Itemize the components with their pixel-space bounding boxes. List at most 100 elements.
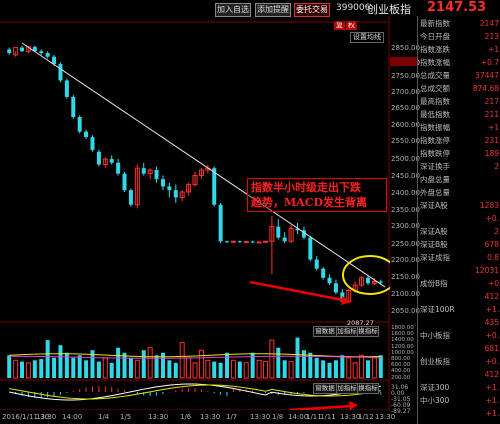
low-price-label: 2087.27 bbox=[347, 319, 374, 327]
index-code: 399006 bbox=[336, 3, 371, 13]
time-tick-label: 1/6 bbox=[180, 413, 192, 421]
volume-bar bbox=[52, 357, 57, 378]
volume-bar bbox=[147, 347, 153, 379]
set-ma-button[interactable]: 设置均线 bbox=[350, 32, 384, 43]
quote-label: 指数振幅 bbox=[420, 123, 450, 132]
time-tick-label: 2016/1/11.30 bbox=[2, 413, 50, 421]
price-tick-label: 2850.00 bbox=[391, 44, 420, 52]
candle-body bbox=[102, 158, 108, 166]
main-chart bbox=[0, 16, 390, 410]
candle-body bbox=[173, 190, 178, 198]
quote-row: 681 bbox=[418, 343, 500, 354]
time-tick-label: 1/8 bbox=[272, 413, 284, 421]
price-tick-label: 2600.00 bbox=[391, 121, 420, 129]
quote-value: 412 bbox=[484, 370, 499, 379]
trade-order-button[interactable]: 委托交易 bbox=[294, 3, 330, 17]
quote-row: 指数振幅 +1 bbox=[418, 122, 500, 133]
quote-row: 指数涨停 231 bbox=[418, 135, 500, 146]
quote-label: 内盘总量 bbox=[420, 175, 450, 184]
volume-bar bbox=[225, 352, 230, 378]
quote-row: 12031 bbox=[418, 265, 500, 276]
quote-row: 深证B股 678 bbox=[418, 239, 500, 250]
volume-bar bbox=[352, 362, 358, 379]
tab-quan[interactable]: 权 bbox=[346, 21, 357, 30]
volume-bar bbox=[282, 360, 287, 378]
time-tick-label: 14:00 bbox=[62, 413, 83, 421]
volume-bar bbox=[128, 357, 133, 378]
candle-body bbox=[365, 277, 370, 284]
volume-bar bbox=[365, 360, 370, 378]
volume-bar bbox=[371, 357, 377, 379]
volume-tick-label: 1200.00 bbox=[391, 343, 414, 350]
volume-bar bbox=[269, 339, 275, 379]
volume-bar bbox=[186, 357, 192, 379]
add-indicator-button[interactable]: 加指标 bbox=[336, 326, 358, 337]
tab-fu[interactable]: 复 bbox=[334, 21, 345, 30]
candle-body bbox=[314, 259, 319, 269]
volume-bar bbox=[84, 360, 89, 378]
price-tick-label: 2250.00 bbox=[391, 240, 420, 248]
volume-bar bbox=[301, 350, 306, 378]
candle-body bbox=[237, 241, 242, 243]
price-tick-label: 2700.00 bbox=[391, 88, 420, 96]
change-indicator-button-2[interactable]: 换指标 bbox=[357, 383, 379, 394]
time-tick-label: 1/11 bbox=[320, 413, 336, 421]
time-tick-label: 1/12 bbox=[358, 413, 374, 421]
quote-label: 最新指数 bbox=[420, 19, 450, 28]
divergence-arrowhead bbox=[341, 296, 352, 305]
quote-value: +1 bbox=[487, 123, 499, 132]
quote-row: 创业板指 +0. bbox=[418, 356, 500, 367]
candle-body bbox=[243, 241, 249, 244]
candle-body bbox=[359, 277, 365, 286]
volume-tick-label: 1400.00 bbox=[391, 337, 414, 344]
volume-bar bbox=[90, 350, 95, 378]
candle-body bbox=[141, 168, 146, 174]
candle-body bbox=[179, 191, 185, 198]
macd-tick-label: 0.00 bbox=[391, 390, 405, 397]
volume-bar bbox=[45, 340, 50, 378]
add-indicator-button-2[interactable]: 加指标 bbox=[336, 383, 358, 394]
add-alert-button[interactable]: 添加提醒 bbox=[255, 3, 291, 17]
quote-label: 指数涨停 bbox=[420, 136, 450, 145]
quote-value: 412 bbox=[484, 292, 499, 301]
volume-bar bbox=[230, 359, 236, 379]
time-tick-label: 13:30 bbox=[375, 413, 396, 421]
volume-bar bbox=[276, 347, 281, 378]
volume-ma-line-2 bbox=[9, 355, 381, 359]
macd-tick-label: -89.27 bbox=[391, 408, 411, 415]
quote-row: +0. bbox=[418, 213, 500, 224]
price-tick-label: 2150.00 bbox=[391, 273, 420, 281]
candle-body bbox=[20, 47, 25, 52]
time-tick-label: 13:30 bbox=[250, 413, 271, 421]
quote-value: +1. bbox=[485, 396, 499, 405]
change-indicator-button[interactable]: 换指标 bbox=[357, 326, 379, 337]
candle-body bbox=[230, 240, 236, 243]
candle-body bbox=[71, 96, 76, 118]
candle-body bbox=[192, 174, 198, 186]
quote-row: 深证100R +1. bbox=[418, 304, 500, 315]
candle-body bbox=[128, 190, 133, 205]
candle-body bbox=[90, 137, 95, 150]
volume-bar bbox=[122, 352, 127, 378]
volume-bar bbox=[7, 355, 12, 378]
candle-body bbox=[378, 281, 383, 283]
quote-label: 最高指数 bbox=[420, 97, 450, 106]
add-watchlist-button[interactable]: 加入自选 bbox=[215, 3, 251, 17]
time-tick-label: 13:30 bbox=[200, 413, 221, 421]
candle-body bbox=[371, 280, 377, 284]
quote-value: 231 bbox=[484, 136, 499, 145]
price-tick-label: 2750.00 bbox=[391, 72, 420, 80]
quote-value: 211 bbox=[484, 110, 499, 119]
candle-body bbox=[13, 47, 19, 56]
time-tick-label: 1/11 bbox=[306, 413, 322, 421]
candle-body bbox=[109, 159, 114, 163]
quote-value: 874.68 bbox=[472, 84, 499, 93]
quote-label: 深证100R bbox=[420, 305, 455, 314]
time-tick-label: 1/5 bbox=[120, 413, 132, 421]
volume-tick-label: 200.00 bbox=[391, 374, 411, 381]
candle-body bbox=[295, 228, 300, 231]
window-data-button[interactable]: 窗数据 bbox=[313, 326, 337, 337]
quote-label: 外盘总量 bbox=[420, 188, 450, 197]
quote-value: +1. bbox=[485, 305, 499, 314]
window-data-button-2[interactable]: 窗数据 bbox=[313, 383, 337, 394]
